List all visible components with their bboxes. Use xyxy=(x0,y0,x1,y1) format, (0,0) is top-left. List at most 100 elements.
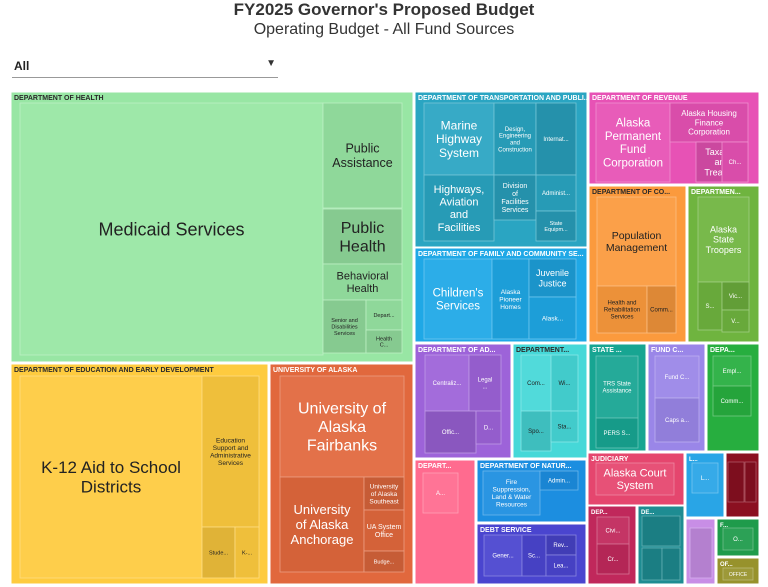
component-empl-0[interactable]: Empl... xyxy=(712,355,752,387)
component-health-and-rehabilitation-services-1[interactable]: Health and Rehabilitation Services xyxy=(596,285,648,334)
component-rect[interactable] xyxy=(363,550,405,573)
component-rect[interactable] xyxy=(697,281,723,331)
component-sta-3[interactable]: Sta... xyxy=(550,410,579,443)
component-rect[interactable] xyxy=(691,462,719,494)
component-health-c-6[interactable]: Health C... xyxy=(365,329,403,354)
component-ua-system-office-3[interactable]: UA System Office xyxy=(363,509,405,552)
component-rect[interactable] xyxy=(493,102,537,176)
component-office-0[interactable]: OFFICE xyxy=(722,567,754,581)
component-rect[interactable] xyxy=(423,174,495,242)
component-rev-2[interactable]: Rev... xyxy=(545,534,577,556)
component-rect[interactable] xyxy=(422,472,459,514)
fund-filter-dropdown[interactable]: All ▼ xyxy=(12,56,278,78)
component-rect[interactable] xyxy=(19,102,324,356)
component-l-0[interactable]: L... xyxy=(691,462,719,494)
component-k-12-aid-to-school-districts-0[interactable]: K-12 Aid to School Districts xyxy=(19,375,203,579)
component-design-engineering-and-construction-1[interactable]: Design, Engineering and Construction xyxy=(493,102,537,176)
component-rect[interactable] xyxy=(721,309,750,333)
component-civi-0[interactable]: Civi... xyxy=(596,516,630,545)
component-rect[interactable] xyxy=(689,527,713,579)
department-fund-c-11[interactable]: FUND C... Fund C... Caps a... xyxy=(647,343,706,452)
component-rect[interactable] xyxy=(482,470,541,516)
component-rect[interactable] xyxy=(641,515,681,547)
component-comm-1[interactable]: Comm... xyxy=(712,385,752,417)
component-stude-2[interactable]: Stude... xyxy=(201,526,236,579)
component-rect[interactable] xyxy=(654,355,700,399)
component-rect[interactable] xyxy=(19,375,203,579)
department-f-22[interactable]: F... O... xyxy=(716,518,760,557)
component-rect[interactable] xyxy=(322,102,403,209)
component-rect[interactable] xyxy=(721,281,750,311)
component-rect[interactable] xyxy=(520,354,552,412)
component-rect[interactable] xyxy=(595,417,639,449)
component-rect[interactable] xyxy=(641,547,663,581)
component-rect[interactable] xyxy=(365,299,403,331)
component-rect[interactable] xyxy=(535,102,577,176)
component-spo-2[interactable]: Spo... xyxy=(520,410,552,452)
component-university-of-alaska-southeast-2[interactable]: University of Alaska Southeast xyxy=(363,476,405,511)
department-department-of-family-and-community-se-4[interactable]: DEPARTMENT OF FAMILY AND COMMUNITY SE...… xyxy=(414,247,588,343)
department-department-of-transportation-and-publi-3[interactable]: DEPARTMENT OF TRANSPORTATION AND PUBLI..… xyxy=(414,91,590,248)
component-highways-aviation-and-facilities-3[interactable]: Highways, Aviation and Facilities xyxy=(423,174,495,242)
component-rect[interactable] xyxy=(595,355,639,419)
component-a-0[interactable]: A... xyxy=(422,472,459,514)
component-rect[interactable] xyxy=(535,174,577,212)
component-rect[interactable] xyxy=(550,354,579,412)
component-public-health-2[interactable]: Public Health xyxy=(322,208,403,265)
component-v-3[interactable]: V... xyxy=(721,309,750,333)
component-rect[interactable] xyxy=(596,543,630,575)
component-state-equipm-6[interactable]: State Equipm... xyxy=(535,210,577,242)
component-rect[interactable] xyxy=(712,385,752,417)
component-marine-highway-system-0[interactable]: Marine Highway System xyxy=(423,102,495,176)
component-rect[interactable] xyxy=(539,470,579,491)
component-cr-1[interactable]: Cr... xyxy=(596,543,630,575)
component-rect[interactable] xyxy=(721,141,749,183)
component-rect[interactable] xyxy=(279,375,405,478)
component-gener-0[interactable]: Gener... xyxy=(483,534,523,577)
component-alaska-court-system-0[interactable]: Alaska Court System xyxy=(595,462,675,496)
component-rect[interactable] xyxy=(595,102,671,183)
component-rect[interactable] xyxy=(234,526,260,579)
component-alaska-state-troopers-0[interactable]: Alaska State Troopers xyxy=(697,196,750,283)
component-university-of-alaska-fairbanks-0[interactable]: University of Alaska Fairbanks xyxy=(279,375,405,478)
component-rect[interactable] xyxy=(483,534,523,577)
component-centraliz-0[interactable]: Centraliz... xyxy=(424,354,470,412)
department-dep-19[interactable]: DEP... Civi... Cr... xyxy=(587,505,637,585)
department-depa-12[interactable]: DEPA... Empl... Comm... xyxy=(706,343,760,452)
component-comm-2[interactable]: Comm... xyxy=(646,285,677,334)
component-rect[interactable] xyxy=(201,375,260,528)
component-rect[interactable] xyxy=(528,296,577,340)
component-rect[interactable] xyxy=(528,258,577,298)
component-alaska-housing-finance-corporation-1[interactable]: Alaska Housing Finance Corporation xyxy=(669,102,749,143)
department-department-of-ad-8[interactable]: DEPARTMENT OF AD... Centraliz... Legal ... O… xyxy=(414,343,512,459)
component-rect[interactable] xyxy=(545,554,577,577)
component-university-of-alaska-anchorage-1[interactable]: University of Alaska Anchorage xyxy=(279,476,365,573)
department-state-10[interactable]: STATE ... TRS State Assistance PERS S... xyxy=(588,343,647,452)
component-rect[interactable] xyxy=(365,329,403,354)
component-rect[interactable] xyxy=(727,461,745,503)
component-medicaid-services-0[interactable]: Medicaid Services xyxy=(19,102,324,356)
component-rect[interactable] xyxy=(363,509,405,552)
component-caps-a-1[interactable]: Caps a... xyxy=(654,397,700,443)
component-rect[interactable] xyxy=(722,527,754,551)
component-education-support-and-administrative-services-1[interactable]: Education Support and Administrative Servic… xyxy=(201,375,260,528)
component-alask-3[interactable]: Alask... xyxy=(528,296,577,340)
component-lea-3[interactable]: Lea... xyxy=(545,554,577,577)
component-rect[interactable] xyxy=(722,567,754,581)
component-juvenile-justice-2[interactable]: Juvenile Justice xyxy=(528,258,577,298)
component-division-of-facilities-services-4[interactable]: Division of Facilities Services xyxy=(493,174,537,221)
component-sc-1[interactable]: Sc... xyxy=(521,534,547,577)
component-rect[interactable] xyxy=(201,526,236,579)
department-of-23[interactable]: OF... OFFICE xyxy=(716,557,760,585)
component-alaska-pioneer-homes-1[interactable]: Alaska Pioneer Homes xyxy=(491,258,530,340)
component-legal-1[interactable]: Legal... xyxy=(468,354,502,412)
department-department-of-co-6[interactable]: DEPARTMENT OF CO... Population Management H… xyxy=(588,185,687,343)
component-administ-5[interactable]: Administ... xyxy=(535,174,577,212)
component-ch-3[interactable]: Ch... xyxy=(721,141,749,183)
component-rect[interactable] xyxy=(697,196,750,283)
component-admin-1[interactable]: Admin... xyxy=(539,470,579,491)
department-department-of-health-0[interactable]: DEPARTMENT OF HEALTH Medicaid Services Pub… xyxy=(10,91,414,363)
component-trs-state-assistance-0[interactable]: TRS State Assistance xyxy=(595,355,639,419)
component-behavioral-health-3[interactable]: Behavioral Health xyxy=(322,263,403,301)
department-department-of-education-and-early-development-1[interactable]: DEPARTMENT OF EDUCATION AND EARLY DEVELO… xyxy=(10,363,269,585)
